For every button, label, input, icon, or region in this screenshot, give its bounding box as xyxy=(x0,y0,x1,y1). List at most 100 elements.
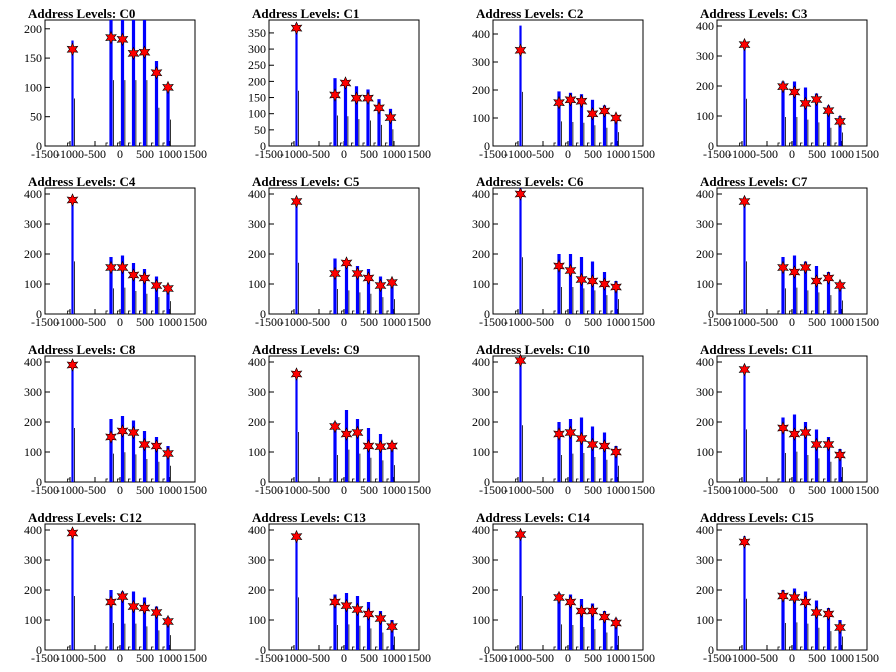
histogram-peak xyxy=(131,420,136,482)
peak-base xyxy=(162,310,165,314)
peak-base xyxy=(811,478,814,482)
x-tick-label: 1500 xyxy=(855,483,879,497)
peak-marker xyxy=(116,260,129,275)
y-tick-label: 0 xyxy=(36,139,42,153)
peak-base xyxy=(162,646,165,650)
x-tick-label: -1500 xyxy=(703,483,731,497)
histogram-peak xyxy=(166,87,170,146)
peak-marker xyxy=(150,439,163,453)
y-tick-label: 400 xyxy=(696,355,714,369)
x-tick-label: -500 xyxy=(532,651,554,665)
peak-marker xyxy=(564,263,577,278)
x-tick-label: 500 xyxy=(808,147,826,161)
y-tick-label: 250 xyxy=(248,58,266,72)
histogram-peak xyxy=(154,276,159,314)
x-tick-label: -1000 xyxy=(56,483,84,497)
peak-base xyxy=(139,478,142,482)
peak-base xyxy=(352,646,355,650)
peak-marker xyxy=(586,437,599,452)
panel-1: Address Levels: C1 0 50 100 150 200 250 300 350 -… xyxy=(248,6,431,161)
y-tick-label: 200 xyxy=(24,583,42,597)
histogram-peak xyxy=(142,20,147,146)
y-tick-label: 200 xyxy=(248,247,266,261)
peak-base xyxy=(117,142,120,146)
peak-base xyxy=(162,142,165,146)
x-tick-label: -1500 xyxy=(255,651,283,665)
y-tick-label: 200 xyxy=(696,583,714,597)
histogram-peak xyxy=(579,599,584,650)
y-tick-label: 300 xyxy=(248,553,266,567)
peak-base xyxy=(576,478,579,482)
peak-base xyxy=(576,142,579,146)
x-tick-label: -1000 xyxy=(504,483,532,497)
peak-marker xyxy=(598,277,611,291)
peak-base xyxy=(739,142,742,146)
x-tick-label: -1000 xyxy=(504,651,532,665)
peak-base xyxy=(329,142,332,146)
y-tick-label: 100 xyxy=(472,277,490,291)
x-tick-label: 1000 xyxy=(158,147,182,161)
histogram-peak xyxy=(814,266,819,314)
peak-marker xyxy=(514,187,527,201)
peak-marker xyxy=(799,425,812,440)
y-tick-label: 100 xyxy=(24,80,42,94)
peak-marker xyxy=(340,598,353,613)
panel-0: Address Levels: C0 0 50 100 150 200 -1500-1000… xyxy=(24,6,207,161)
peak-base xyxy=(777,310,780,314)
y-tick-label: 200 xyxy=(24,247,42,261)
peak-base xyxy=(363,310,366,314)
y-tick-label: 300 xyxy=(472,55,490,69)
histogram-peak xyxy=(826,437,831,482)
peak-marker xyxy=(116,424,129,438)
peak-base xyxy=(599,142,602,146)
peak-marker xyxy=(799,595,812,609)
x-tick-label: 500 xyxy=(360,483,378,497)
x-tick-label: -1500 xyxy=(703,147,731,161)
peak-base xyxy=(67,142,70,146)
y-tick-label: 100 xyxy=(472,445,490,459)
histogram-peak xyxy=(343,79,348,146)
peak-base xyxy=(565,310,568,314)
plot-frame xyxy=(492,19,644,147)
plot-frame xyxy=(492,523,644,651)
histogram-peak xyxy=(166,617,170,650)
peak-marker xyxy=(610,616,622,630)
y-tick-label: 300 xyxy=(24,217,42,231)
y-tick-label: 0 xyxy=(36,307,42,321)
x-tick-label: -500 xyxy=(84,651,106,665)
peak-marker xyxy=(374,439,387,454)
peak-base xyxy=(352,310,355,314)
plot-frame xyxy=(44,523,196,651)
x-tick-label: -500 xyxy=(308,315,330,329)
peak-base xyxy=(117,310,120,314)
peak-marker xyxy=(362,91,374,105)
peak-marker xyxy=(738,194,751,209)
x-tick-label: 500 xyxy=(360,147,378,161)
x-tick-label: 1500 xyxy=(855,651,879,665)
y-tick-label: 200 xyxy=(472,415,490,429)
panel-11: Address Levels: C11 0 100 200 300 400 -1500-10… xyxy=(696,342,879,497)
peak-base xyxy=(553,646,556,650)
peak-base xyxy=(610,478,613,482)
peak-marker xyxy=(162,281,174,296)
plot-frame xyxy=(716,523,868,651)
y-tick-label: 150 xyxy=(24,51,42,65)
panel-4: Address Levels: C4 0 100 200 300 400 -1500-100… xyxy=(24,174,207,329)
x-tick-label: 1500 xyxy=(855,315,879,329)
y-tick-label: 200 xyxy=(24,415,42,429)
x-tick-label: 1000 xyxy=(382,315,406,329)
peak-marker xyxy=(553,95,565,110)
peak-marker xyxy=(351,425,364,440)
x-tick-label: 1000 xyxy=(158,483,182,497)
histogram-peak xyxy=(590,261,595,314)
x-tick-label: 1000 xyxy=(830,315,854,329)
histogram-peak xyxy=(355,266,360,314)
x-tick-label: 1500 xyxy=(407,483,431,497)
panel-6: Address Levels: C6 0 100 200 300 400 -1500-100… xyxy=(472,174,655,329)
peak-marker xyxy=(834,114,846,129)
peak-base xyxy=(386,310,389,314)
peak-base xyxy=(610,142,613,146)
x-tick-label: 0 xyxy=(117,147,123,161)
y-tick-label: 100 xyxy=(24,613,42,627)
